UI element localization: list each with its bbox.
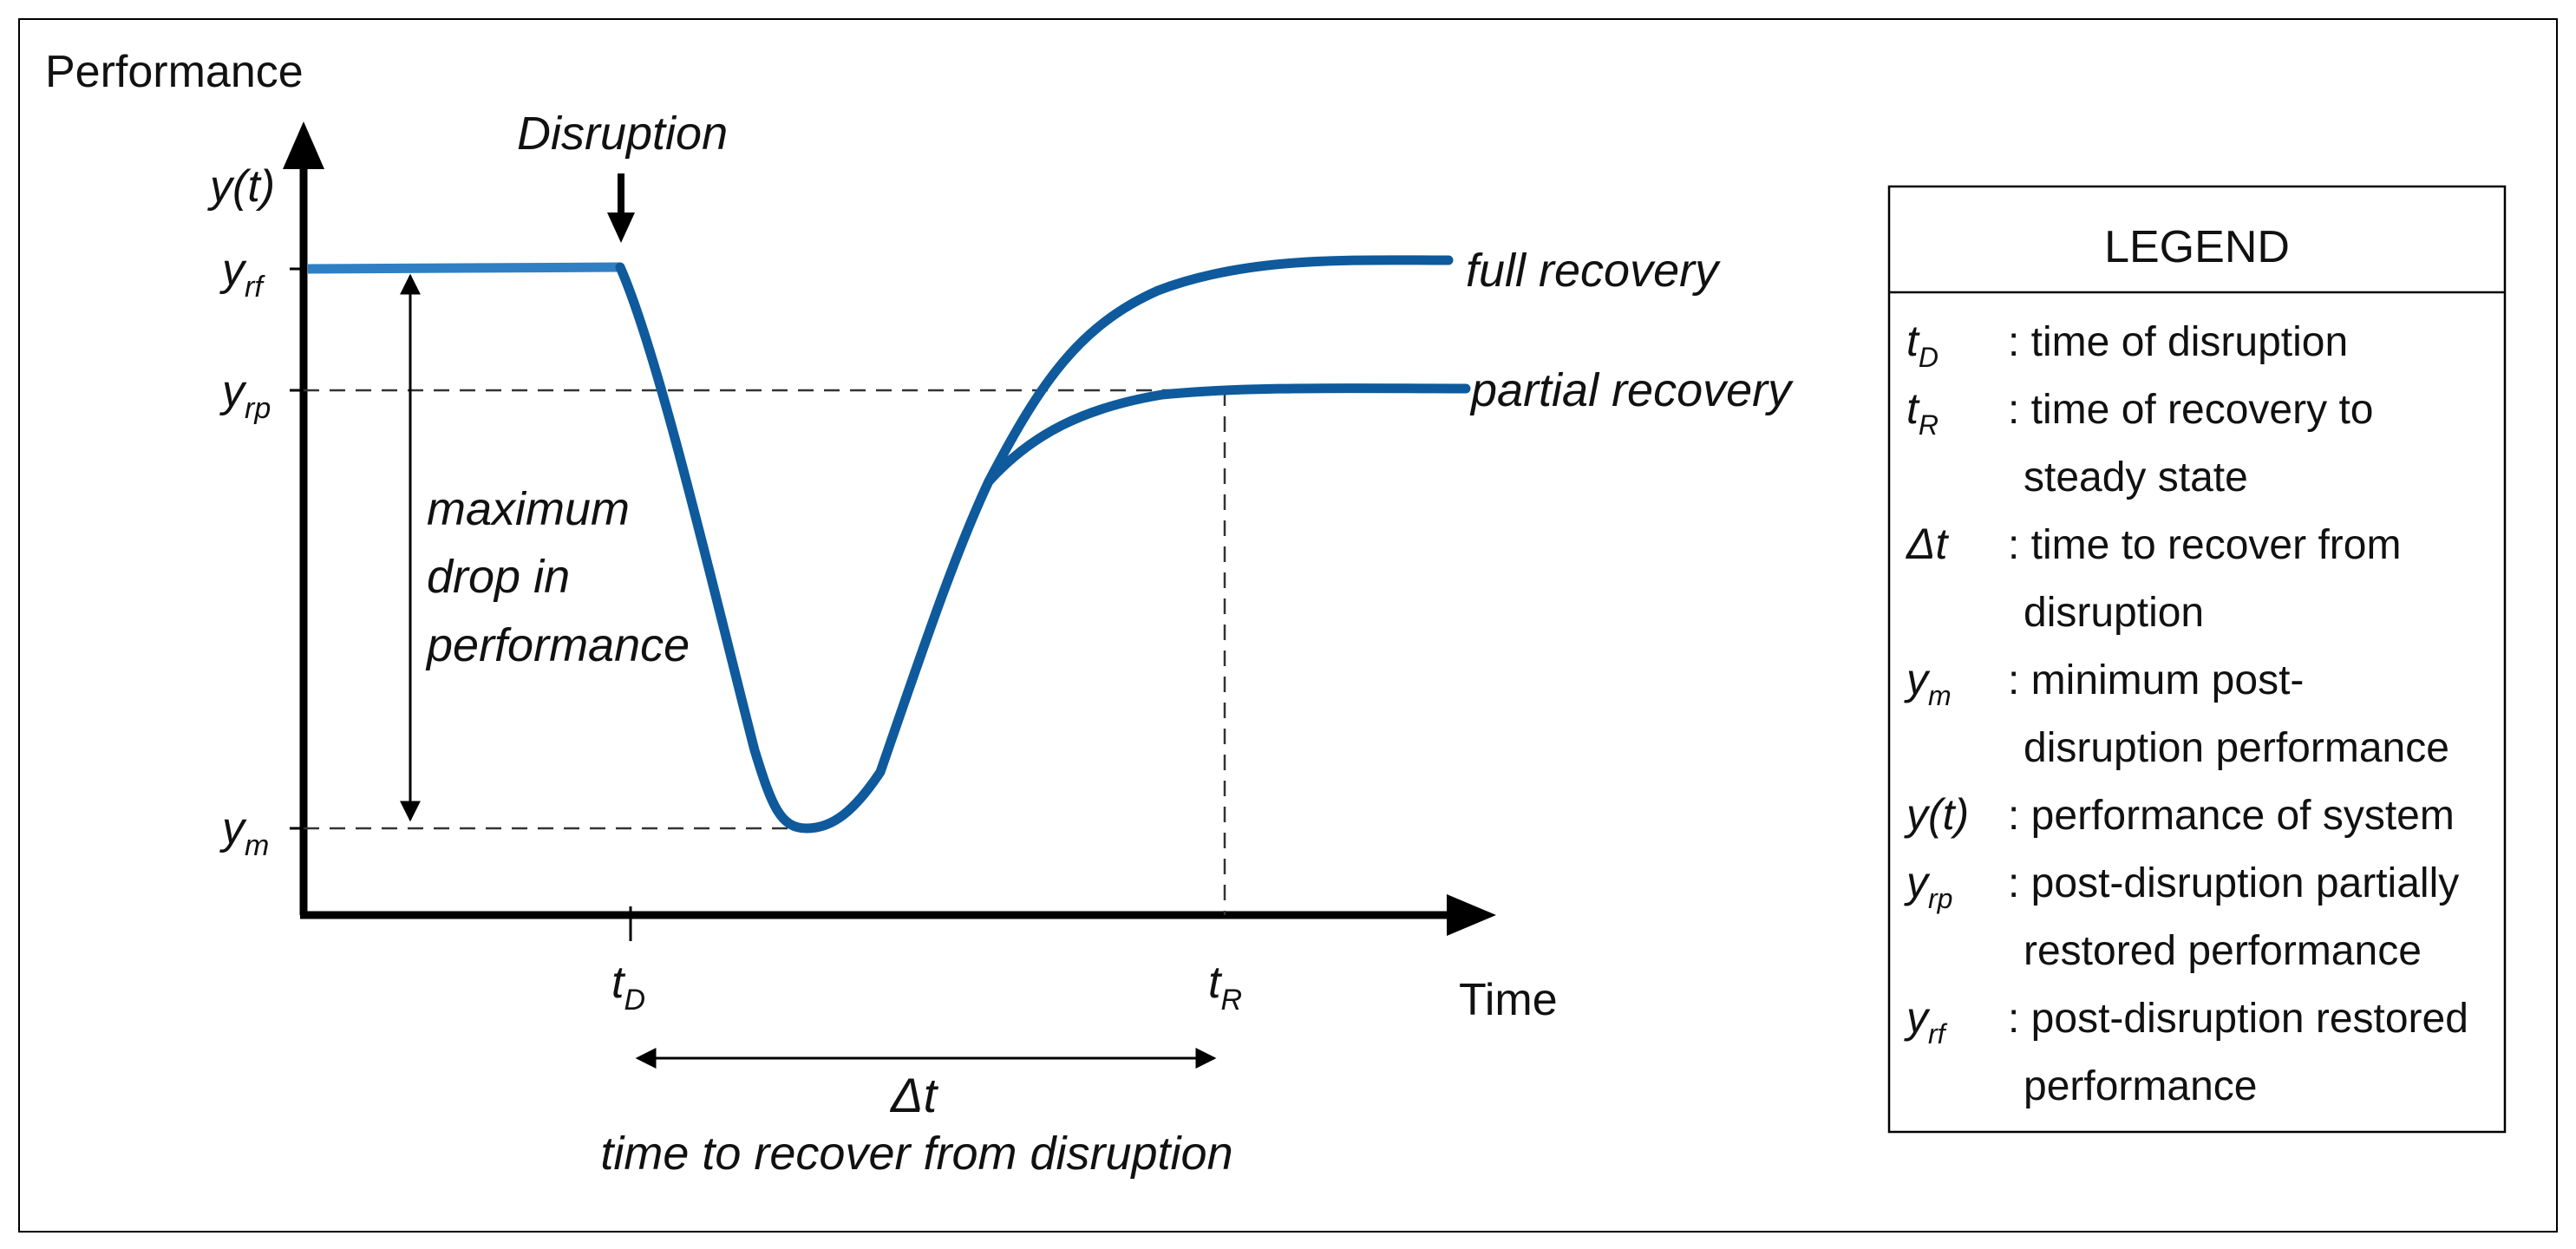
delta-t-caption: time to recover from disruption [600,1128,1232,1180]
legend-description-line: restored performance [2024,928,2422,974]
svg-text:tR: tR [1208,958,1242,1017]
drop-and-full-recovery-curve [615,255,1454,834]
legend-description-line: : time of disruption [2008,319,2348,365]
y-axis-function-label: y(t) [207,161,275,212]
y-tick-rp-sub: rp [245,392,271,425]
x-tick-tD-main: t [611,958,626,1008]
legend-description-line: : time to recover from [2008,522,2401,568]
legend-item: Δt : time to recover from disruption [1906,520,2401,636]
x-tick-tR-main: t [1208,958,1223,1008]
svg-text:yrf: yrf [219,245,265,304]
y-tick-rp: yrp [219,366,304,425]
legend-description-line: : performance of system [2008,793,2455,839]
legend-symbol: yrf [1904,993,1948,1050]
max-drop-label: maximum drop in performance [425,483,690,671]
legend-description-line: disruption [2024,590,2204,636]
x-tick-tD-sub: D [624,984,645,1017]
svg-text:tD: tD [611,958,645,1017]
legend-description-line: : post-disruption partially [2008,860,2459,906]
legend-symbol: tR [1906,384,1939,441]
x-axis-title: Time [1459,975,1558,1025]
y-axis [283,121,324,915]
legend-description-line: : time of recovery to [2008,387,2373,433]
y-axis-title: Performance [45,47,304,97]
disruption-label: Disruption [517,108,728,160]
disruption-arrow [607,173,635,243]
pre-disruption-line [307,262,621,274]
x-axis [300,894,1496,936]
svg-text:ym: ym [219,803,269,862]
legend-item: yrp : post-disruption partially restored p… [1904,858,2459,974]
full-recovery-label: full recovery [1466,245,1721,297]
legend-title: LEGEND [2104,222,2290,272]
figure-frame [18,18,2558,1233]
legend-description-line: disruption performance [2024,725,2449,771]
y-tick-rf-main: y [219,245,247,295]
legend-symbol: ym [1904,655,1952,711]
legend-item: yrf : post-disruption restored performance [1904,993,2468,1109]
legend-description-line: steady state [2024,454,2248,500]
legend-items: tD : time of disruption tR : time of recove… [1904,317,2468,1109]
y-tick-rf-sub: rf [245,271,265,304]
svg-text:yrp: yrp [219,366,271,425]
legend-item: tR : time of recovery to steady state [1906,384,2373,500]
legend-item: ym : minimum post-disruption performance [1904,655,2449,771]
legend-symbol: tD [1906,317,1939,373]
y-tick-m-sub: m [245,829,269,862]
max-drop-line-2: drop in [427,551,570,603]
x-tick-tD: tD [611,906,645,1017]
max-drop-line-1: maximum [427,483,630,535]
y-axis-arrowhead [283,121,324,169]
y-tick-m-main: y [219,803,247,853]
x-tick-tR-sub: R [1220,984,1242,1017]
legend-symbol: Δt [1906,520,1950,568]
legend-item: tD : time of disruption [1906,317,2348,373]
y-tick-rp-main: y [219,366,247,416]
max-drop-line-3: performance [425,619,690,671]
partial-recovery-curve [984,383,1471,487]
legend-box: LEGEND tD : time of disruption tR : time of… [1887,185,2507,1134]
partial-recovery-label: partial recovery [1469,364,1794,416]
y-tick-m: ym [219,803,304,862]
x-tick-tR: tR [1208,958,1242,1017]
legend-item: y(t) : performance of system [1904,790,2455,839]
legend-symbol: yrp [1904,858,1952,914]
x-axis-arrowhead [1447,894,1496,936]
legend-symbol: y(t) [1904,790,1969,839]
y-tick-rf: yrf [219,245,304,304]
legend-description-line: performance [2024,1063,2257,1109]
legend-description-line: : minimum post- [2008,657,2304,703]
legend-description-line: : post-disruption restored [2008,996,2468,1042]
delta-t-label: Δt [889,1068,939,1122]
